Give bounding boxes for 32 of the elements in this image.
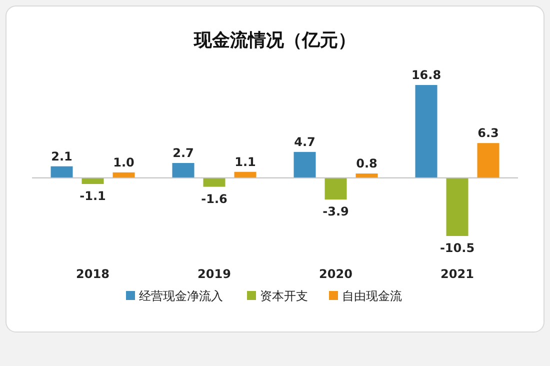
chart-title: 现金流情况（亿元） <box>193 30 356 51</box>
bar <box>112 172 135 178</box>
legend-label: 资本开支 <box>260 289 308 303</box>
data-label: 2.1 <box>51 149 72 164</box>
legend-label: 自由现金流 <box>342 289 402 303</box>
data-label: 0.8 <box>356 156 378 170</box>
data-label: -1.1 <box>80 189 106 204</box>
data-label: 1.1 <box>234 154 256 169</box>
bar <box>50 166 73 178</box>
bar <box>415 85 438 178</box>
bar <box>446 178 468 236</box>
bar <box>324 178 347 200</box>
data-label: 16.8 <box>411 68 442 82</box>
data-label: -1.6 <box>201 192 228 206</box>
data-label: -3.9 <box>322 204 349 218</box>
x-tick-label: 2021 <box>440 267 474 281</box>
data-label: 4.7 <box>294 134 316 149</box>
bar <box>234 172 256 178</box>
x-tick-label: 2020 <box>319 267 352 281</box>
legend-label: 经营现金净流入 <box>139 289 223 303</box>
data-label: 2.7 <box>172 146 194 160</box>
bar <box>82 178 104 184</box>
x-tick-label: 2018 <box>76 267 110 281</box>
data-label: -10.5 <box>440 241 475 255</box>
bar <box>172 162 194 178</box>
data-label: 1.0 <box>113 155 134 170</box>
bar <box>294 152 316 178</box>
x-tick-label: 2019 <box>198 267 231 281</box>
bar <box>203 178 226 187</box>
data-label: 6.3 <box>478 126 499 140</box>
bar <box>356 174 378 178</box>
bar <box>477 143 500 178</box>
